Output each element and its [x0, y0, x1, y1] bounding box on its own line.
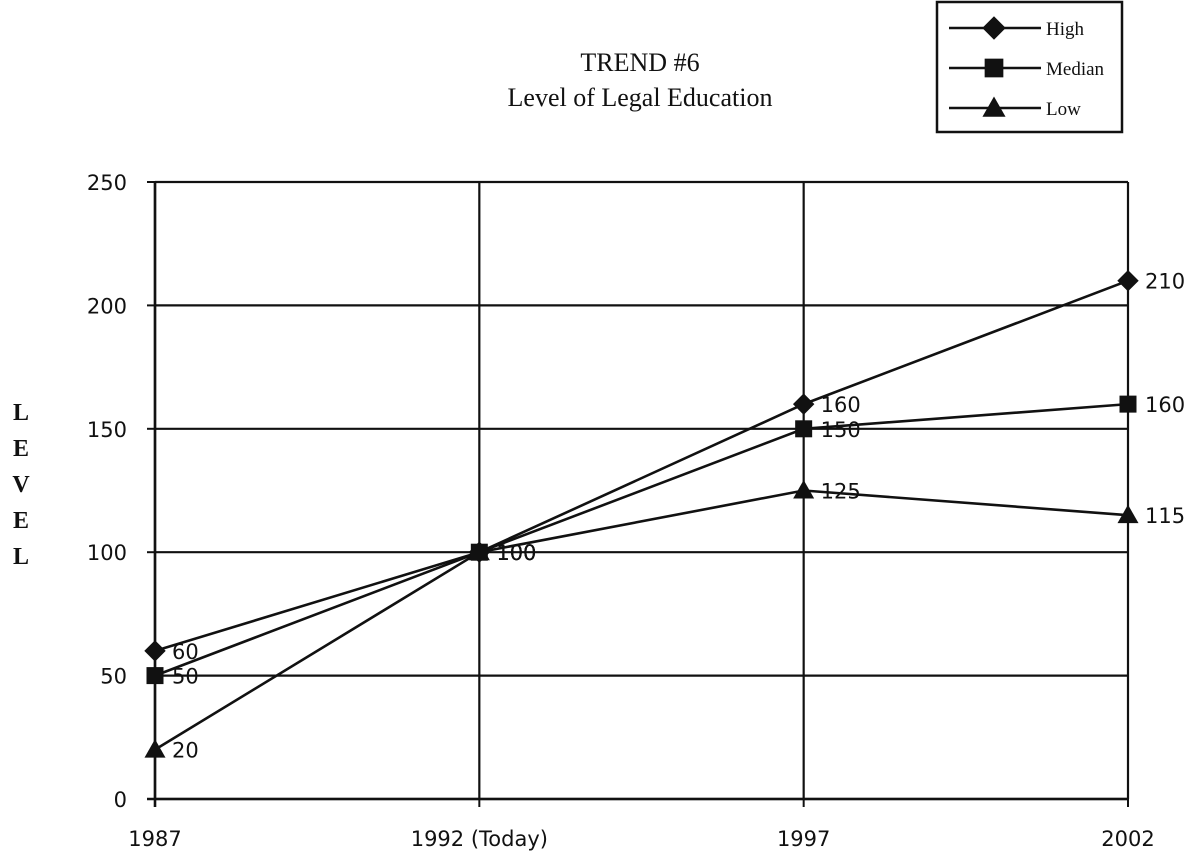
x-tick-label: 2002: [1101, 827, 1154, 851]
data-label-high: 160: [821, 393, 861, 417]
y-axis-label-letter: L: [13, 400, 29, 426]
legend-label-high: High: [1046, 19, 1085, 40]
data-label-median: 150: [821, 418, 861, 442]
data-point-low: [144, 739, 166, 758]
data-label-low: 115: [1145, 504, 1185, 528]
grid: [147, 180, 1130, 807]
chart-title: TREND #6: [580, 48, 699, 77]
x-tick-label: 1987: [128, 827, 181, 851]
y-tick-label: 0: [114, 788, 127, 812]
legend-marker-median: [984, 58, 1004, 78]
y-tick-label: 250: [87, 171, 127, 195]
data-label-median: 50: [172, 665, 199, 689]
y-axis-label-letter: L: [13, 544, 29, 570]
y-axis-label-letter: V: [12, 472, 30, 498]
data-point-low: [1117, 504, 1139, 524]
x-axis-ticks: 1987 1992 (Today) 1997 2002: [128, 827, 1154, 851]
y-axis-label-letter: E: [13, 508, 29, 534]
data-point-median: [1119, 395, 1137, 413]
data-label-median: 160: [1145, 393, 1185, 417]
data-point-low: [793, 480, 815, 499]
x-tick-label: 1997: [777, 827, 830, 851]
legend-marker-high: [982, 16, 1006, 40]
legend-marker-low: [982, 96, 1006, 117]
x-tick-label: 1992 (Today): [411, 827, 548, 851]
series-markers: [144, 270, 1139, 758]
data-point-high: [1117, 270, 1139, 292]
data-point-median: [795, 420, 813, 438]
chart-subtitle: Level of Legal Education: [508, 83, 773, 112]
legend: High Median Low: [935, 0, 1124, 134]
data-point-high: [792, 393, 815, 415]
y-axis-ticks: 0 50 100 150 200 250: [87, 171, 127, 812]
y-tick-label: 150: [87, 418, 127, 442]
data-label-high: 60: [172, 640, 199, 664]
legend-label-median: Median: [1046, 59, 1105, 80]
data-label-median: 100: [496, 541, 536, 565]
y-tick-label: 200: [87, 294, 127, 318]
data-label-low: 20: [172, 739, 199, 763]
legend-label-low: Low: [1046, 99, 1081, 120]
data-point-low: [468, 541, 490, 561]
y-tick-label: 50: [100, 665, 127, 689]
data-point-high: [144, 640, 166, 662]
series-line-median: [154, 402, 1129, 677]
y-tick-label: 100: [87, 541, 127, 565]
series-line-low: [154, 489, 1129, 751]
data-point-median: [146, 667, 164, 685]
data-label-high: 100: [496, 541, 536, 565]
data-label-high: 210: [1145, 270, 1185, 294]
series-line-high: [154, 279, 1129, 653]
series-lines: [154, 279, 1129, 751]
data-label-low: 100: [496, 541, 536, 565]
data-label-low: 125: [821, 480, 861, 504]
y-axis-label-letter: E: [13, 436, 29, 462]
